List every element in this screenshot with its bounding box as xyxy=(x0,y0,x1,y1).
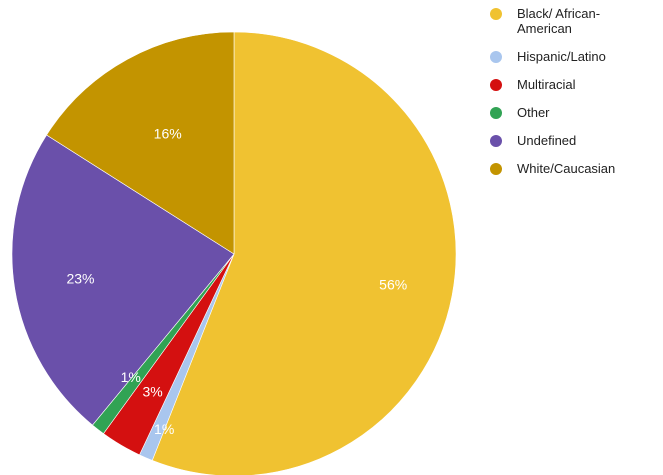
legend-label: Multiracial xyxy=(517,77,576,92)
legend-label: Black/ African-American xyxy=(517,6,601,36)
legend-swatch xyxy=(490,51,502,63)
legend-swatch xyxy=(490,163,502,175)
slice-label-black-african-american: 56% xyxy=(379,276,407,292)
legend-label: Undefined xyxy=(517,133,577,148)
legend-item-hispanic-latino: Hispanic/Latino xyxy=(490,49,660,64)
legend-label: White/Caucasian xyxy=(517,161,616,176)
legend-item-white-caucasian: White/Caucasian xyxy=(490,161,660,176)
slice-label-hispanic-latino: 1% xyxy=(154,421,174,437)
legend-label: Hispanic/Latino xyxy=(517,49,606,64)
pie-slice-black-african-american xyxy=(151,31,457,475)
slice-label-undefined: 23% xyxy=(66,270,94,286)
pie-slice-white-caucasian xyxy=(46,31,235,255)
pie-chart: 56%1%3%1%23%16% xyxy=(11,31,457,475)
legend-item-black-african-american: Black/ African-American xyxy=(490,6,660,36)
legend-item-undefined: Undefined xyxy=(490,133,660,148)
slice-label-other: 1% xyxy=(121,369,141,385)
legend-swatch xyxy=(490,107,502,119)
legend-swatch xyxy=(490,79,502,91)
pie-slice-undefined xyxy=(11,134,235,426)
legend-swatch xyxy=(490,135,502,147)
legend-item-other: Other xyxy=(490,105,660,120)
chart-legend: Black/ African-American Hispanic/Latino … xyxy=(490,6,660,189)
legend-item-multiracial: Multiracial xyxy=(490,77,660,92)
legend-label: Other xyxy=(517,105,550,120)
slice-label-white-caucasian: 16% xyxy=(154,125,182,141)
slice-label-multiracial: 3% xyxy=(143,384,163,400)
legend-swatch xyxy=(490,8,502,20)
